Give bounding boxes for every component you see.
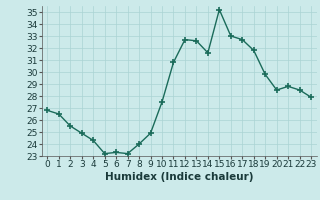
X-axis label: Humidex (Indice chaleur): Humidex (Indice chaleur) [105,172,253,182]
